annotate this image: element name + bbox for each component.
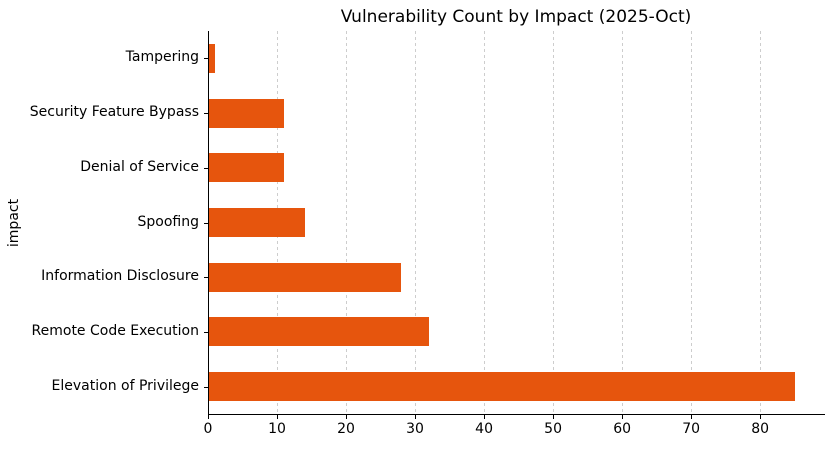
x-tick-mark bbox=[691, 415, 693, 419]
x-tick-mark bbox=[208, 415, 209, 419]
y-tick-mark bbox=[204, 332, 208, 333]
x-tick-mark bbox=[760, 415, 762, 419]
x-tick-mark bbox=[622, 415, 624, 419]
y-tick-mark bbox=[204, 58, 208, 59]
gridline-x-80 bbox=[760, 31, 762, 414]
x-tick-mark bbox=[484, 415, 486, 419]
y-tick-mark bbox=[204, 223, 208, 224]
x-tick-label: 60 bbox=[613, 421, 632, 437]
x-tick-label: 40 bbox=[475, 421, 493, 437]
x-tick-mark bbox=[415, 415, 417, 419]
x-tick-label: 10 bbox=[268, 421, 286, 437]
x-tick-mark bbox=[553, 415, 555, 419]
bar-denial-of-service bbox=[208, 153, 284, 183]
bar-information-disclosure bbox=[208, 262, 402, 292]
chart-title: Vulnerability Count by Impact (2025-Oct) bbox=[340, 7, 692, 27]
y-tick-label: Denial of Service bbox=[80, 158, 199, 175]
y-tick-label: Information Disclosure bbox=[41, 268, 199, 285]
bar-tampering bbox=[208, 43, 215, 73]
x-tick-mark bbox=[346, 415, 348, 419]
x-tick-label: 70 bbox=[682, 421, 701, 437]
x-tick-label: 20 bbox=[337, 421, 355, 437]
y-tick-mark bbox=[204, 277, 208, 278]
gridline-x-30 bbox=[415, 31, 417, 414]
gridline-x-50 bbox=[553, 31, 555, 414]
gridline-x-40 bbox=[484, 31, 486, 414]
x-tick-label: 30 bbox=[406, 421, 424, 437]
x-tick-mark bbox=[277, 415, 279, 419]
x-tick-label: 0 bbox=[203, 421, 213, 437]
y-axis-spine bbox=[208, 31, 209, 415]
plot-area bbox=[208, 31, 824, 414]
y-tick-mark bbox=[204, 168, 208, 169]
y-tick-label: Remote Code Execution bbox=[31, 322, 199, 339]
gridline-x-70 bbox=[691, 31, 693, 414]
bar-security-feature-bypass bbox=[208, 98, 284, 128]
gridline-x-60 bbox=[622, 31, 624, 414]
x-axis-spine bbox=[208, 414, 825, 415]
y-tick-label: Security Feature Bypass bbox=[29, 104, 199, 121]
y-tick-mark bbox=[204, 387, 208, 388]
y-tick-label: Tampering bbox=[125, 49, 199, 66]
bar-remote-code-execution bbox=[208, 317, 429, 347]
gridline-x-20 bbox=[346, 31, 348, 414]
bar-spoofing bbox=[208, 208, 305, 237]
x-tick-label: 50 bbox=[544, 421, 562, 437]
x-tick-label: 80 bbox=[751, 421, 770, 437]
y-tick-label: Elevation of Privilege bbox=[51, 377, 199, 394]
y-tick-label: Spoofing bbox=[137, 213, 199, 230]
bar-elevation-of-privilege bbox=[208, 372, 795, 402]
y-tick-mark bbox=[204, 113, 208, 114]
